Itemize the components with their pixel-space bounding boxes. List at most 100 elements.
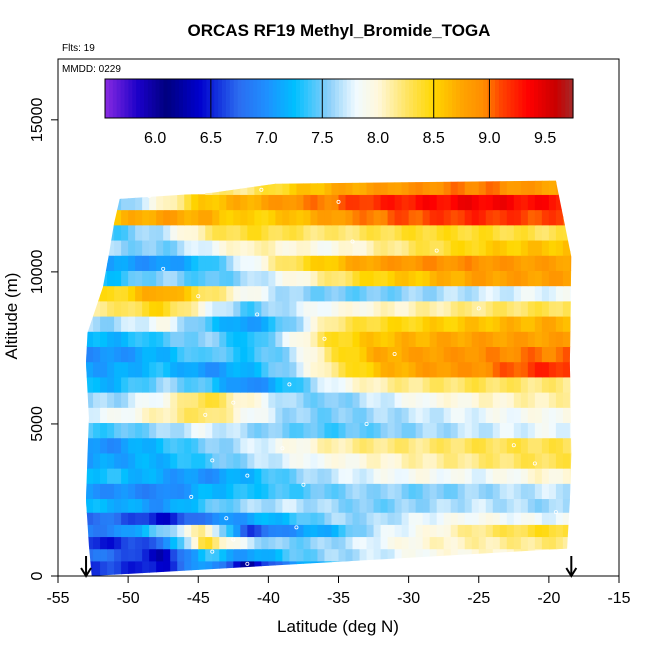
arrow-head bbox=[80, 567, 92, 578]
curtain-cell bbox=[240, 194, 248, 211]
curtain-cell bbox=[142, 331, 150, 347]
curtain-cell bbox=[149, 437, 157, 454]
curtain-cell bbox=[569, 437, 572, 454]
curtain-cell bbox=[345, 437, 354, 454]
curtain-cell bbox=[205, 361, 213, 378]
curtain-cell bbox=[198, 331, 206, 347]
curtain-cell bbox=[366, 452, 375, 469]
curtain-cell bbox=[562, 407, 571, 424]
curtain-cell bbox=[191, 452, 199, 469]
curtain-cell bbox=[408, 452, 417, 469]
curtain-cell bbox=[205, 512, 213, 525]
curtain-cell bbox=[107, 315, 115, 332]
curtain-cell bbox=[422, 407, 431, 424]
curtain-cell bbox=[261, 285, 269, 302]
colorbar-swatch bbox=[327, 79, 332, 118]
curtain-cell bbox=[464, 361, 473, 378]
curtain-cell bbox=[100, 270, 108, 287]
curtain-cell bbox=[114, 315, 122, 332]
curtain-cell bbox=[527, 536, 536, 550]
curtain-cell bbox=[520, 452, 529, 469]
y-tick-label: 0 bbox=[29, 571, 46, 580]
curtain-cell bbox=[520, 498, 529, 513]
curtain-cell bbox=[352, 407, 361, 424]
curtain-cell bbox=[464, 560, 473, 576]
curtain-cell bbox=[114, 468, 122, 484]
curtain-cell bbox=[240, 270, 248, 287]
curtain-cell bbox=[520, 536, 529, 550]
curtain-cell bbox=[436, 255, 445, 271]
curtain-cell bbox=[338, 315, 347, 332]
curtain-cell bbox=[408, 194, 417, 211]
curtain-cell bbox=[142, 524, 150, 538]
curtain-cell bbox=[415, 346, 424, 363]
curtain-cell bbox=[338, 422, 347, 439]
curtain-cell bbox=[492, 498, 501, 513]
curtain-cell bbox=[366, 331, 375, 347]
curtain-cell bbox=[457, 285, 466, 302]
curtain-cell bbox=[415, 331, 424, 347]
curtain-cell bbox=[275, 468, 283, 484]
curtain-cell bbox=[156, 239, 164, 256]
curtain-cell bbox=[121, 270, 129, 287]
curtain-cell bbox=[415, 224, 424, 241]
curtain-cell bbox=[373, 512, 382, 525]
curtain-cell bbox=[380, 498, 389, 513]
curtain-cell bbox=[261, 300, 269, 317]
curtain-cell bbox=[86, 224, 87, 241]
curtain-cell bbox=[86, 483, 94, 500]
curtain-cell bbox=[128, 270, 136, 287]
curtain-cell bbox=[303, 285, 312, 302]
curtain-cell bbox=[296, 512, 305, 525]
colorbar-swatch bbox=[124, 79, 129, 118]
curtain-cell bbox=[436, 331, 445, 347]
curtain-cell bbox=[331, 407, 340, 424]
curtain-cell bbox=[499, 407, 508, 424]
curtain-cell bbox=[534, 285, 543, 302]
curtain-cell bbox=[240, 392, 248, 408]
curtain-cell bbox=[555, 224, 564, 241]
colorbar-swatch bbox=[381, 79, 387, 118]
curtain-cell bbox=[142, 536, 150, 550]
curtain-cell bbox=[380, 331, 389, 347]
curtain-cell bbox=[296, 392, 305, 408]
curtain-cell bbox=[506, 270, 515, 287]
curtain-cell bbox=[387, 331, 396, 347]
curtain-cell bbox=[303, 209, 312, 226]
curtain-cell bbox=[401, 468, 410, 484]
curtain-cell bbox=[387, 239, 396, 256]
curtain-cell bbox=[170, 452, 178, 469]
curtain-cell bbox=[310, 315, 319, 332]
curtain-cell bbox=[394, 422, 403, 439]
curtain-cell bbox=[492, 315, 501, 332]
colorbar-swatch bbox=[268, 79, 274, 118]
curtain-cell bbox=[527, 194, 536, 211]
curtain-cell bbox=[408, 315, 417, 332]
curtain-cell bbox=[513, 315, 522, 332]
colorbar-tick-label: 6.0 bbox=[144, 130, 166, 147]
curtain-cell bbox=[86, 239, 94, 256]
curtain-cell bbox=[198, 315, 206, 332]
curtain-cell bbox=[541, 194, 550, 211]
curtain-cell bbox=[464, 376, 473, 393]
curtain-cell bbox=[149, 300, 157, 317]
curtain-cell bbox=[135, 224, 143, 241]
curtain-cell bbox=[338, 285, 347, 302]
curtain-cell bbox=[191, 437, 199, 454]
curtain-cell bbox=[86, 498, 87, 513]
curtain-cell bbox=[527, 285, 536, 302]
curtain-cell bbox=[548, 300, 557, 317]
curtain-cell bbox=[471, 437, 480, 454]
curtain-cell bbox=[240, 361, 248, 378]
curtain-cell bbox=[86, 285, 94, 302]
curtain-cell bbox=[233, 392, 241, 408]
curtain-cell bbox=[191, 224, 199, 241]
colorbar-swatch bbox=[151, 79, 157, 118]
curtain-cell bbox=[198, 224, 206, 241]
curtain-cell bbox=[198, 536, 206, 550]
curtain-cell bbox=[555, 422, 564, 439]
curtain-cell bbox=[100, 361, 108, 378]
curtain-cell bbox=[317, 392, 326, 408]
curtain-cell bbox=[121, 209, 129, 226]
